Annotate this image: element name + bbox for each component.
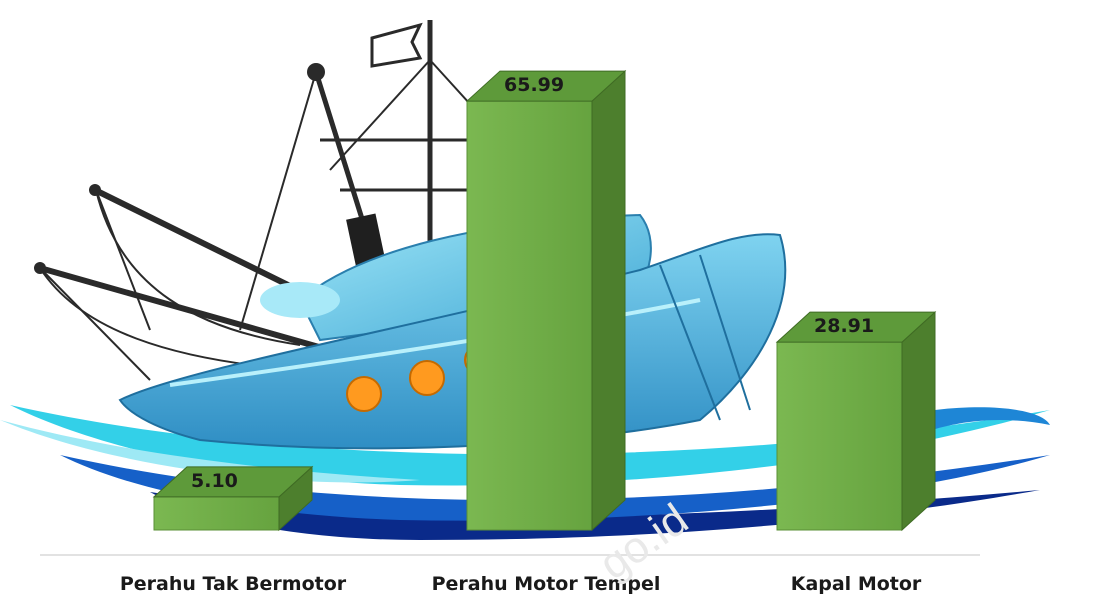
mast-top-ball	[307, 63, 325, 81]
bar-front	[466, 100, 593, 531]
bar-top	[775, 311, 937, 343]
porthole	[409, 360, 445, 396]
bar-front	[776, 341, 903, 531]
bar	[465, 69, 627, 532]
bar-front	[153, 496, 280, 531]
x-tick-label: Perahu Motor Tempel	[432, 573, 661, 595]
data-label: 5.10	[191, 470, 238, 492]
bar-side	[901, 310, 936, 532]
x-tick-label: Perahu Tak Bermotor	[120, 573, 347, 595]
wave-cyan	[10, 405, 1050, 486]
data-label: 28.91	[814, 315, 874, 337]
x-tick-label: Kapal Motor	[791, 573, 922, 595]
bar-top	[152, 466, 314, 498]
labels-group: 5.10 Perahu Tak Bermotor 65.99 Perahu Motor…	[120, 74, 922, 595]
wave-navy	[150, 490, 1040, 540]
data-label: 65.99	[504, 74, 564, 96]
bars-group	[152, 69, 937, 532]
porthole	[346, 376, 382, 412]
bar-top	[465, 70, 627, 102]
flag-icon	[370, 22, 423, 68]
bar	[152, 465, 314, 532]
bar	[775, 310, 937, 532]
bar-side	[591, 69, 626, 532]
